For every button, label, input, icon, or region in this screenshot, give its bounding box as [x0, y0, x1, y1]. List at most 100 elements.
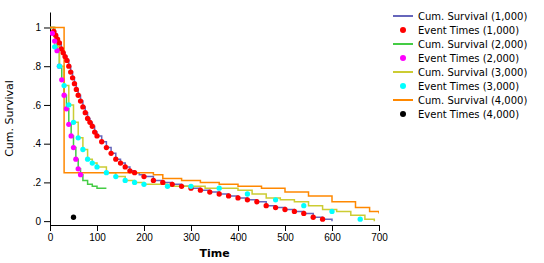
event-point [282, 207, 287, 212]
y-tick: .6 [33, 100, 50, 111]
legend-item: Cum. Survival (4,000) [393, 95, 527, 106]
y-tick-label: 1 [35, 22, 41, 33]
event-point [245, 197, 250, 202]
event-point [292, 209, 297, 214]
legend: Cum. Survival (1,000) Event Times (1,000)… [393, 11, 527, 120]
x-tick-label: 700 [371, 232, 388, 243]
x-tick-label: 200 [136, 232, 153, 243]
legend-swatch [393, 99, 413, 101]
y-tick-mark [44, 27, 50, 28]
x-tick: 700 [371, 225, 388, 243]
event-point [217, 186, 222, 191]
legend-item: Cum. Survival (3,000) [393, 67, 527, 78]
y-axis: 0 .2 .4 .6 .8 1 [33, 13, 51, 227]
event-point [127, 168, 132, 173]
event-point [301, 203, 306, 208]
event-point [113, 157, 118, 162]
event-point [68, 69, 73, 74]
event-point [273, 205, 278, 210]
event-point [71, 145, 76, 150]
x-tick: 500 [277, 225, 294, 243]
event-point [160, 180, 165, 185]
y-tick-label: 0 [35, 216, 41, 227]
event-point [69, 133, 74, 138]
event-point [72, 81, 77, 86]
event-point [80, 104, 85, 109]
event-point [141, 182, 146, 187]
legend-item: Cum. Survival (1,000) [393, 11, 527, 22]
event-point [57, 40, 62, 45]
legend-label: Event Times (4,000) [418, 109, 519, 120]
event-point [70, 75, 75, 80]
legend-swatch [393, 43, 413, 45]
event-point [264, 203, 269, 208]
event-point [61, 83, 66, 88]
survival-line [50, 27, 106, 188]
event-point [76, 135, 81, 140]
x-axis-title: Time [199, 247, 229, 260]
y-axis-line [50, 13, 51, 226]
event-point [64, 58, 69, 63]
event-point [123, 164, 128, 169]
event-point [151, 178, 156, 183]
event-point [59, 77, 64, 82]
event-point [52, 44, 57, 49]
event-point [66, 102, 71, 107]
x-tick-mark [144, 225, 145, 231]
survival-line [50, 27, 379, 213]
event-point [132, 170, 137, 175]
legend-item: Cum. Survival (2,000) [393, 39, 527, 50]
event-point [85, 157, 90, 162]
event-point [235, 195, 240, 200]
x-tick-mark [50, 225, 51, 231]
marks [50, 27, 379, 221]
event-point [50, 31, 55, 36]
y-tick: .4 [33, 138, 50, 149]
event-point [76, 166, 81, 171]
event-point [198, 187, 203, 192]
legend-label: Cum. Survival (2,000) [418, 39, 527, 50]
x-tick-label: 600 [324, 232, 341, 243]
legend-label: Cum. Survival (1,000) [418, 11, 527, 22]
event-point [71, 120, 76, 125]
event-point [78, 172, 83, 177]
event-point [90, 160, 95, 165]
event-point [71, 215, 76, 220]
x-tick-label: 0 [48, 232, 54, 243]
y-tick-label: .6 [33, 100, 42, 111]
event-point [104, 170, 109, 175]
event-point [74, 87, 79, 92]
x-tick: 100 [89, 225, 106, 243]
event-point [52, 38, 57, 43]
legend-item: Event Times (1,000) [400, 25, 519, 36]
y-tick-mark [44, 144, 50, 145]
event-point [301, 211, 306, 216]
chart: 01002003004005006007000.2.4.6.81TimeCum.… [0, 0, 544, 263]
event-point [76, 93, 81, 98]
event-point [83, 110, 88, 115]
y-tick: .8 [33, 61, 50, 72]
x-tick-mark [191, 225, 192, 231]
event-point [320, 217, 325, 222]
x-tick-label: 500 [277, 232, 294, 243]
event-point [226, 193, 231, 198]
x-tick-mark [97, 225, 98, 231]
y-tick: 0 [35, 216, 50, 227]
legend-label: Event Times (1,000) [418, 25, 519, 36]
event-point [66, 64, 71, 69]
event-point [245, 191, 250, 196]
event-point [132, 180, 137, 185]
x-tick-label: 100 [89, 232, 106, 243]
event-point [61, 93, 66, 98]
event-point [141, 174, 146, 179]
event-point [78, 98, 83, 103]
legend-item: Event Times (4,000) [400, 109, 519, 120]
x-tick: 0 [48, 225, 54, 243]
y-tick: .2 [33, 177, 50, 188]
event-point [113, 174, 118, 179]
legend-swatch [400, 111, 406, 117]
x-tick-mark [332, 225, 333, 231]
survival-line [50, 27, 374, 221]
event-point [358, 217, 363, 222]
event-point [57, 64, 62, 69]
